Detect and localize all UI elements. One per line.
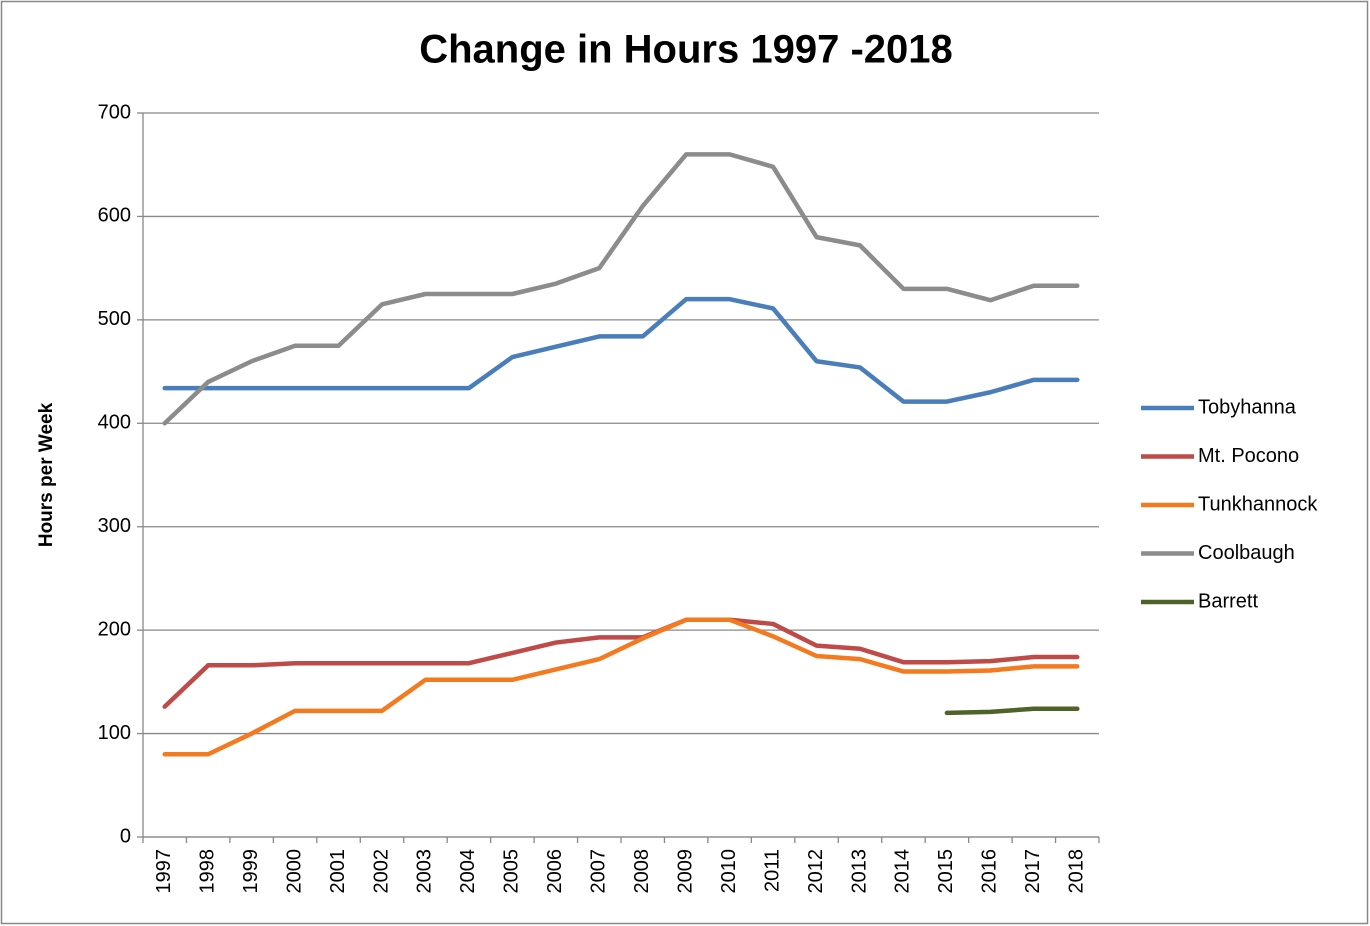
x-tick-label: 2003	[414, 849, 436, 894]
x-tick-label: 2012	[805, 849, 827, 894]
x-tick-label: 1997	[153, 849, 175, 894]
chart-title: Change in Hours 1997 -2018	[419, 28, 953, 72]
legend-label: Mt. Pocono	[1198, 445, 1299, 467]
x-tick-label: 2015	[935, 849, 957, 894]
x-tick-label: 2000	[283, 849, 305, 894]
x-tick-label: 2013	[848, 849, 870, 894]
x-tick-label: 2016	[979, 849, 1001, 894]
x-tick-label: 2005	[501, 849, 523, 894]
y-tick-label: 300	[98, 515, 131, 537]
legend-label: Coolbaugh	[1198, 542, 1295, 564]
x-tick-label: 2002	[370, 849, 392, 894]
y-tick-label: 100	[98, 722, 131, 744]
y-axis-title: Hours per Week	[36, 402, 57, 547]
x-tick-label: 2011	[761, 849, 783, 892]
series-line	[944, 706, 1080, 716]
x-tick-label: 1998	[196, 849, 218, 894]
series-line	[162, 617, 1080, 757]
x-tick-label: 2014	[892, 849, 914, 894]
series-line	[162, 296, 1080, 404]
legend-label: Barrett	[1198, 590, 1258, 612]
y-tick-label: 600	[98, 205, 131, 227]
y-tick-label: 400	[98, 412, 131, 434]
y-tick-label: 0	[120, 825, 131, 847]
x-tick-label: 2006	[544, 849, 566, 894]
x-tick-label: 2009	[674, 849, 696, 894]
series-line	[162, 617, 1080, 709]
x-tick-label: 2018	[1066, 849, 1088, 894]
x-tick-label: 2004	[457, 849, 479, 894]
y-tick-label: 700	[98, 101, 131, 123]
x-tick-label: 2010	[718, 849, 740, 894]
series-line	[162, 152, 1080, 426]
legend-label: Tunkhannock	[1198, 493, 1318, 515]
x-tick-label: 2007	[588, 849, 610, 894]
legend-label: Tobyhanna	[1198, 396, 1297, 418]
x-tick-label: 2008	[631, 849, 653, 894]
x-tick-label: 2017	[1022, 849, 1044, 894]
x-tick-label: 1999	[240, 849, 262, 894]
x-tick-label: 2001	[327, 849, 349, 894]
y-tick-label: 200	[98, 618, 131, 640]
y-tick-label: 500	[98, 308, 131, 330]
